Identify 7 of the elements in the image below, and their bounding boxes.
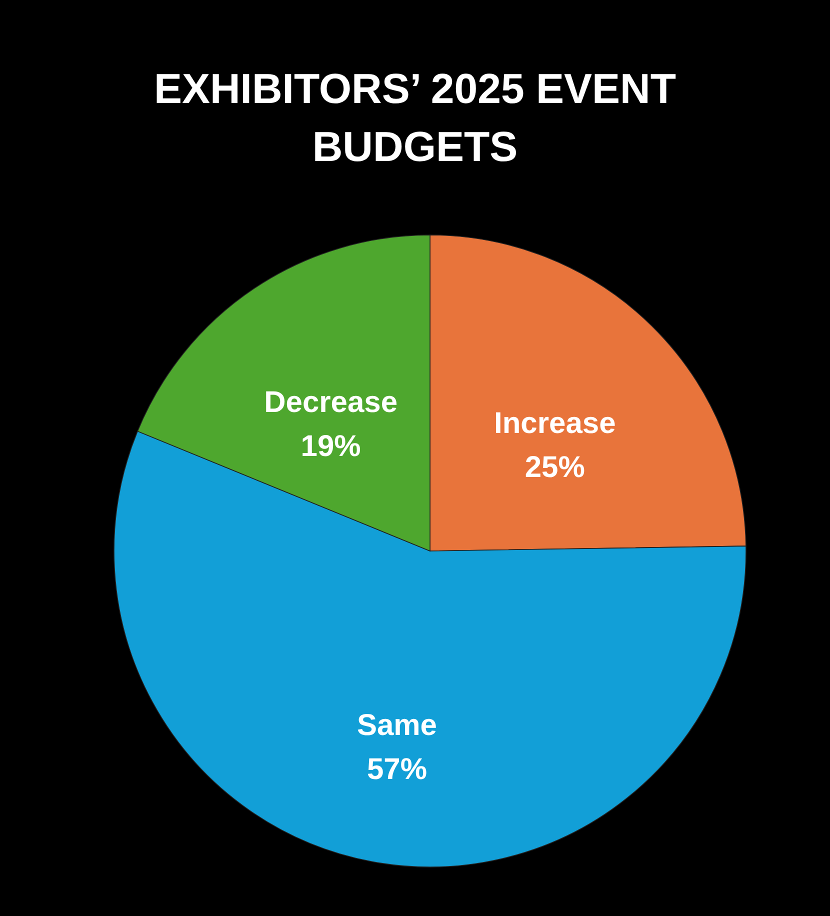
slice-label: Decrease bbox=[264, 386, 398, 420]
data-label: 57% bbox=[366, 752, 427, 786]
data-label: 25% bbox=[524, 451, 585, 484]
data-label: 19% bbox=[300, 430, 361, 464]
chart-title: EXHIBITORS’ 2025 EVENT BUDGETS bbox=[154, 65, 676, 170]
slice-label: Same bbox=[356, 708, 438, 742]
slice-label: Increase bbox=[494, 407, 616, 440]
